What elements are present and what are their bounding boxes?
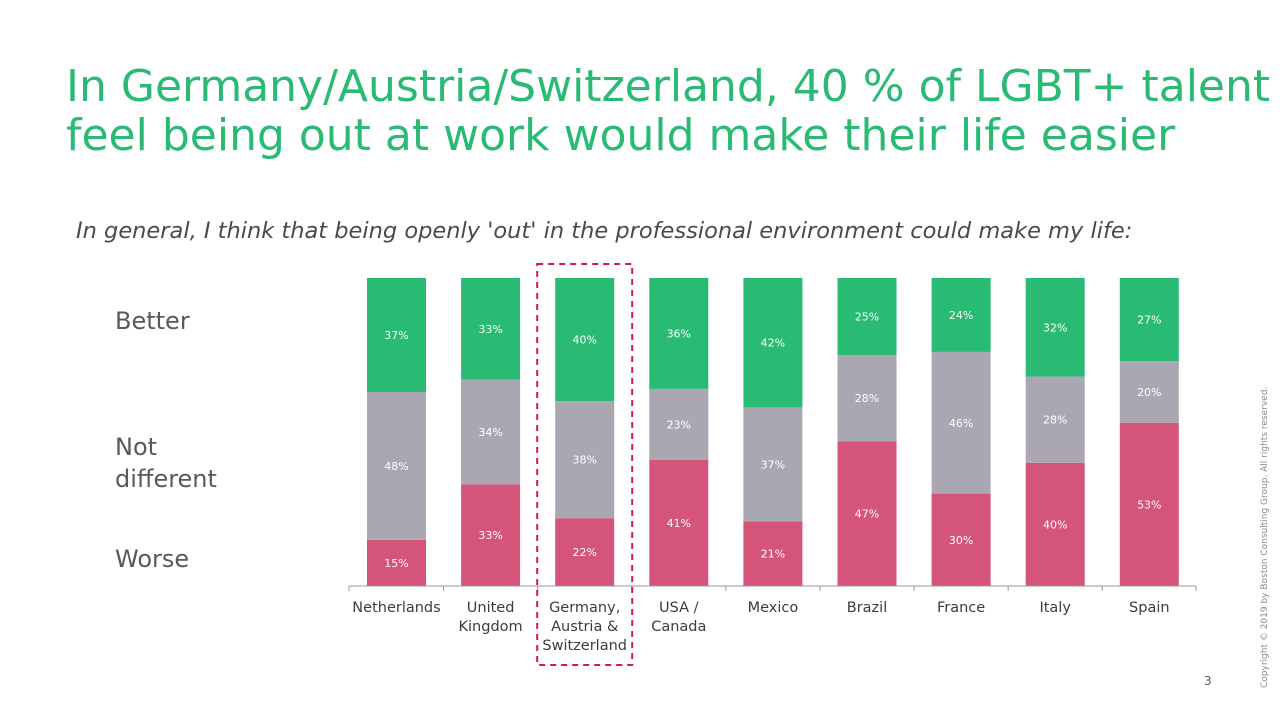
category-label: Austria & (551, 619, 618, 635)
bar-segment-worse (1025, 462, 1085, 586)
data-label-not-different: 37% (761, 458, 785, 471)
category-label: Canada (651, 619, 706, 635)
data-label-not-different: 28% (855, 392, 879, 405)
category-label: USA / (659, 600, 699, 616)
data-label-not-different: 34% (478, 426, 502, 439)
data-label-worse: 41% (667, 517, 691, 530)
data-label-better: 42% (761, 337, 785, 350)
bar-segment-not-different (649, 388, 709, 460)
bar-segment-better (1119, 278, 1179, 362)
bar-segment-better (1025, 278, 1085, 377)
bar-segment-worse (367, 539, 426, 586)
bar-segment-better (931, 278, 991, 352)
bar-segment-not-different (837, 355, 897, 442)
bar-segment-better (367, 278, 426, 392)
bar-segment-better (649, 278, 709, 389)
data-label-worse: 40% (1043, 518, 1067, 531)
data-label-better: 40% (572, 334, 596, 347)
data-label-better: 24% (949, 309, 973, 322)
page-title: In Germany/Austria/Switzerland, 40 % of … (66, 61, 1271, 161)
category-label: Kingdom (459, 619, 523, 635)
data-label-worse: 21% (761, 548, 785, 561)
data-label-worse: 30% (949, 534, 973, 547)
row-label-not-text: Not (115, 433, 158, 461)
bar-segment-worse (837, 441, 897, 586)
bar-segment-not-different (555, 401, 615, 519)
bar-segment-better (837, 278, 897, 355)
category-label: Italy (1039, 600, 1071, 616)
bar-segment-not-different (931, 351, 991, 494)
data-label-not-different: 20% (1137, 386, 1161, 399)
bar-segment-worse (555, 518, 615, 586)
bar-segment-worse (461, 484, 521, 586)
category-label: Brazil (847, 600, 887, 616)
data-label-better: 32% (1043, 321, 1067, 334)
row-label-different-text: different (115, 465, 217, 493)
bar-segment-not-different (367, 391, 426, 540)
chart-question: In general, I think that being openly 'o… (76, 218, 1133, 244)
bar-segment-not-different (1119, 361, 1179, 423)
data-label-not-different: 38% (572, 454, 596, 467)
category-label: Germany, (549, 600, 620, 616)
bar-segment-not-different (743, 407, 803, 522)
bar-segment-not-different (461, 379, 521, 485)
row-label-not-different: Not different (115, 431, 217, 495)
row-label-worse-text: Worse (115, 545, 190, 573)
category-label: United (467, 600, 515, 616)
category-label: Spain (1129, 600, 1170, 616)
bar-segment-worse (743, 521, 803, 586)
data-label-worse: 53% (1137, 498, 1161, 511)
row-label-better: Better (115, 305, 190, 337)
data-label-not-different: 46% (949, 417, 973, 430)
highlight-box (536, 263, 634, 666)
bar-segment-better (461, 278, 521, 380)
bar-segment-worse (931, 493, 991, 586)
category-label: France (937, 600, 985, 616)
data-label-worse: 47% (855, 508, 879, 521)
bar-segment-better (555, 278, 615, 402)
category-label: Switzerland (542, 638, 627, 654)
category-label: Mexico (748, 600, 799, 616)
row-label-worse: Worse (115, 543, 189, 575)
data-label-worse: 33% (478, 529, 502, 542)
page-number: 3 (1204, 674, 1212, 688)
data-label-not-different: 23% (667, 418, 691, 431)
row-label-better-text: Better (115, 307, 190, 335)
data-label-better: 27% (1137, 314, 1161, 327)
copyright-notice: Copyright © 2019 by Boston Consulting Gr… (1260, 386, 1270, 688)
bar-segment-worse (649, 459, 709, 586)
bar-segment-not-different (1025, 376, 1085, 463)
data-label-better: 37% (384, 329, 408, 342)
data-label-worse: 22% (572, 546, 596, 559)
title-line-2: feel being out at work would make their … (66, 110, 1176, 161)
data-label-not-different: 48% (384, 460, 408, 473)
data-label-better: 36% (667, 327, 691, 340)
title-line-1: In Germany/Austria/Switzerland, 40 % of … (66, 61, 1271, 112)
bar-segment-worse (1119, 422, 1179, 586)
data-label-better: 33% (478, 323, 502, 336)
bar-segment-better (743, 278, 803, 408)
data-label-better: 25% (855, 311, 879, 324)
data-label-worse: 15% (384, 557, 408, 570)
data-label-not-different: 28% (1043, 414, 1067, 427)
category-label: Netherlands (352, 600, 440, 616)
